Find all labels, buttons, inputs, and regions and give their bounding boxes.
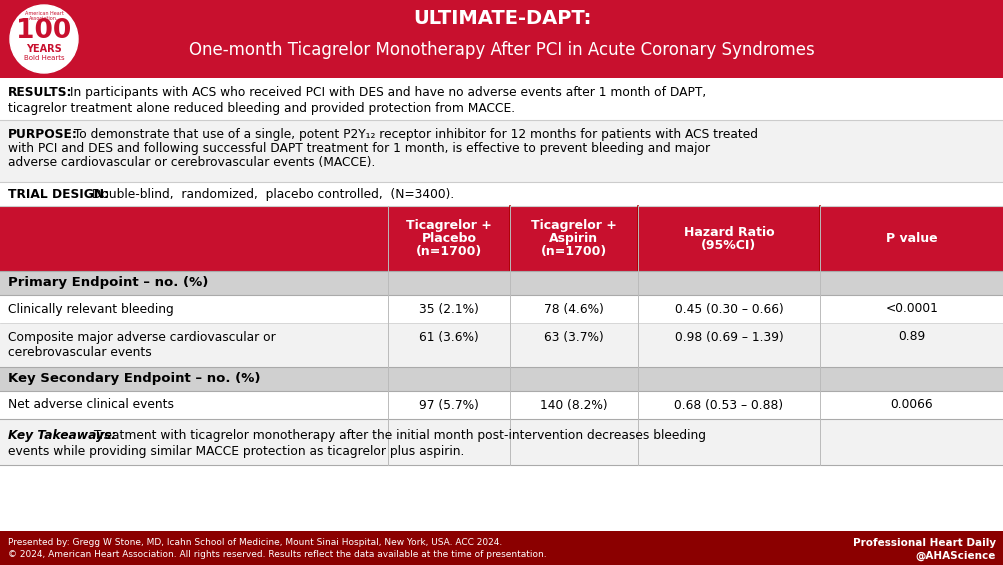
Text: © 2024, American Heart Association. All rights reserved. Results reflect the dat: © 2024, American Heart Association. All … [8,550,546,559]
Text: 0.45 (0.30 – 0.66): 0.45 (0.30 – 0.66) [674,302,782,315]
Text: @AHAScience: @AHAScience [915,551,995,561]
Text: <0.0001: <0.0001 [885,302,938,315]
Text: Placebo: Placebo [421,232,476,245]
Text: American Heart: American Heart [24,11,63,16]
Text: Bold Hearts: Bold Hearts [24,55,64,61]
Text: ticagrelor treatment alone reduced bleeding and provided protection from MACCE.: ticagrelor treatment alone reduced bleed… [8,102,515,115]
Text: 0.89: 0.89 [898,331,925,344]
Text: (n=1700): (n=1700) [415,245,481,258]
Bar [0,323,1003,367]
Text: Primary Endpoint – no. (%): Primary Endpoint – no. (%) [8,276,209,289]
Text: ULTIMATE-DAPT:: ULTIMATE-DAPT: [412,8,591,28]
Text: 0.0066: 0.0066 [890,398,933,411]
Text: with PCI and DES and following successful DAPT treatment for 1 month, is effecti: with PCI and DES and following successfu… [8,142,709,155]
Text: YEARS: YEARS [26,44,62,54]
Text: Composite major adverse cardiovascular or: Composite major adverse cardiovascular o… [8,331,276,344]
Text: TRIAL DESIGN:: TRIAL DESIGN: [8,188,109,201]
Circle shape [10,5,78,73]
Text: 61 (3.6%): 61 (3.6%) [418,331,478,344]
Text: RESULTS:: RESULTS: [8,86,72,99]
Text: 0.68 (0.53 – 0.88): 0.68 (0.53 – 0.88) [674,398,782,411]
Bar [0,78,1003,120]
Text: 35 (2.1%): 35 (2.1%) [418,302,478,315]
Text: Net adverse clinical events: Net adverse clinical events [8,398,174,411]
Text: Aspirin: Aspirin [549,232,598,245]
Text: 78 (4.6%): 78 (4.6%) [544,302,604,315]
Text: Treatment with ticagrelor monotherapy after the initial month post-intervention : Treatment with ticagrelor monotherapy af… [90,429,705,442]
Text: One-month Ticagrelor Monotherapy After PCI in Acute Coronary Syndromes: One-month Ticagrelor Monotherapy After P… [189,41,814,59]
Bar [0,120,1003,182]
Text: Key Secondary Endpoint – no. (%): Key Secondary Endpoint – no. (%) [8,372,260,385]
Text: 63 (3.7%): 63 (3.7%) [544,331,603,344]
Bar [0,419,1003,465]
Text: cerebrovascular events: cerebrovascular events [8,346,151,359]
Text: 140 (8.2%): 140 (8.2%) [540,398,607,411]
Bar [0,271,1003,295]
Bar [0,391,1003,419]
Text: Ticagrelor +: Ticagrelor + [405,219,491,232]
Text: Clinically relevant bleeding: Clinically relevant bleeding [8,302,174,315]
Text: 100: 100 [16,18,71,44]
Bar [0,182,1003,206]
Text: Professional Heart Daily: Professional Heart Daily [852,538,995,548]
Text: events while providing similar MACCE protection as ticagrelor plus aspirin.: events while providing similar MACCE pro… [8,445,464,458]
Bar [0,295,1003,323]
Text: Bold Hearts: Bold Hearts [481,354,538,363]
Text: (95%CI): (95%CI) [701,238,756,251]
Text: 0.98 (0.69 – 1.39): 0.98 (0.69 – 1.39) [674,331,782,344]
Text: P value: P value [886,232,937,245]
Text: YEARS: YEARS [486,341,533,354]
Text: Hazard Ratio: Hazard Ratio [683,225,773,238]
Text: adverse cardiovascular or cerebrovascular events (MACCE).: adverse cardiovascular or cerebrovascula… [8,156,375,169]
Text: In participants with ACS who received PCI with DES and have no adverse events af: In participants with ACS who received PC… [66,86,705,99]
Text: Association.: Association. [29,16,58,21]
Text: Presented by: Gregg W Stone, MD, Icahn School of Medicine, Mount Sinai Hospital,: Presented by: Gregg W Stone, MD, Icahn S… [8,538,502,547]
Text: Key Takeaways:: Key Takeaways: [8,429,116,442]
Text: 97 (5.7%): 97 (5.7%) [418,398,478,411]
Circle shape [447,284,572,407]
Text: Ticagrelor +: Ticagrelor + [531,219,616,232]
Bar [0,367,1003,391]
Text: (n=1700): (n=1700) [541,245,607,258]
Text: PURPOSE:: PURPOSE: [8,128,78,141]
Bar [0,206,1003,271]
Text: Double-blind,  randomized,  placebo controlled,  (N=3400).: Double-blind, randomized, placebo contro… [88,188,453,201]
Text: To demonstrate that use of a single, potent P2Y₁₂ receptor inhibitor for 12 mont: To demonstrate that use of a single, pot… [70,128,757,141]
Bar [0,0,1003,78]
Bar [0,531,1003,565]
Text: 100: 100 [469,306,550,345]
